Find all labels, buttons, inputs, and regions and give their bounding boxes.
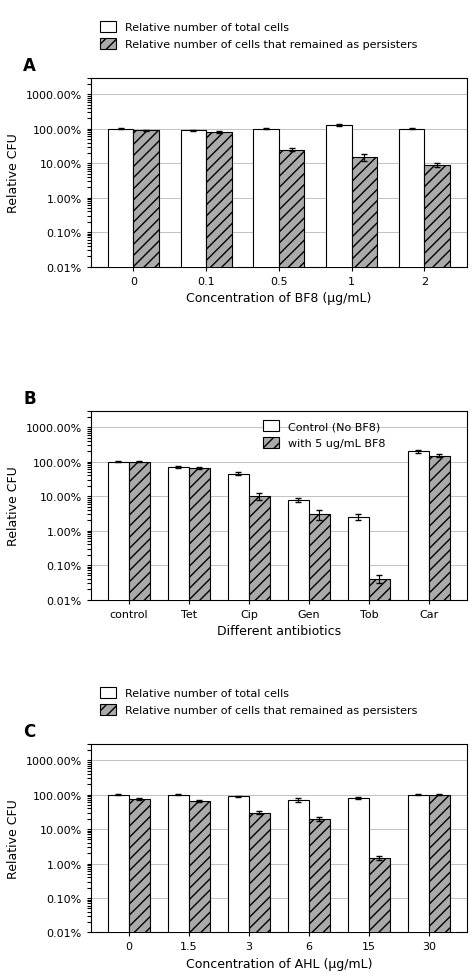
Bar	[288, 800, 309, 977]
Bar	[181, 131, 206, 977]
X-axis label: Different antibiotics: Different antibiotics	[217, 624, 341, 637]
Bar	[326, 126, 352, 977]
Bar	[425, 166, 450, 977]
Bar	[206, 133, 232, 977]
Bar	[108, 462, 129, 977]
Bar	[429, 456, 450, 977]
Bar	[352, 158, 377, 977]
Text: C: C	[23, 722, 35, 741]
Bar	[108, 130, 133, 977]
Bar	[249, 813, 270, 977]
Legend: Relative number of total cells, Relative number of cells that remained as persis: Relative number of total cells, Relative…	[96, 19, 421, 54]
Text: A: A	[23, 57, 36, 75]
Bar	[399, 130, 425, 977]
Bar	[408, 452, 429, 977]
Bar	[133, 131, 159, 977]
Bar	[228, 796, 249, 977]
Bar	[189, 801, 210, 977]
Bar	[309, 819, 330, 977]
Bar	[369, 858, 390, 977]
Bar	[348, 798, 369, 977]
Bar	[168, 468, 189, 977]
Bar	[228, 474, 249, 977]
Y-axis label: Relative CFU: Relative CFU	[7, 466, 20, 545]
X-axis label: Concentration of AHL (μg/mL): Concentration of AHL (μg/mL)	[186, 957, 372, 970]
Legend: Relative number of total cells, Relative number of cells that remained as persis: Relative number of total cells, Relative…	[96, 684, 421, 719]
Bar	[129, 462, 150, 977]
Bar	[279, 150, 304, 977]
Bar	[129, 799, 150, 977]
Bar	[108, 795, 129, 977]
Bar	[369, 579, 390, 977]
Y-axis label: Relative CFU: Relative CFU	[7, 133, 20, 213]
Bar	[309, 515, 330, 977]
X-axis label: Concentration of BF8 (μg/mL): Concentration of BF8 (μg/mL)	[186, 292, 372, 305]
Bar	[189, 469, 210, 977]
Bar	[288, 500, 309, 977]
Legend: Control (No BF8), with 5 ug/mL BF8: Control (No BF8), with 5 ug/mL BF8	[259, 417, 389, 452]
Text: B: B	[23, 390, 36, 407]
Bar	[408, 795, 429, 977]
Bar	[168, 795, 189, 977]
Bar	[249, 496, 270, 977]
Y-axis label: Relative CFU: Relative CFU	[7, 798, 20, 878]
Bar	[254, 130, 279, 977]
Bar	[348, 518, 369, 977]
Bar	[429, 795, 450, 977]
